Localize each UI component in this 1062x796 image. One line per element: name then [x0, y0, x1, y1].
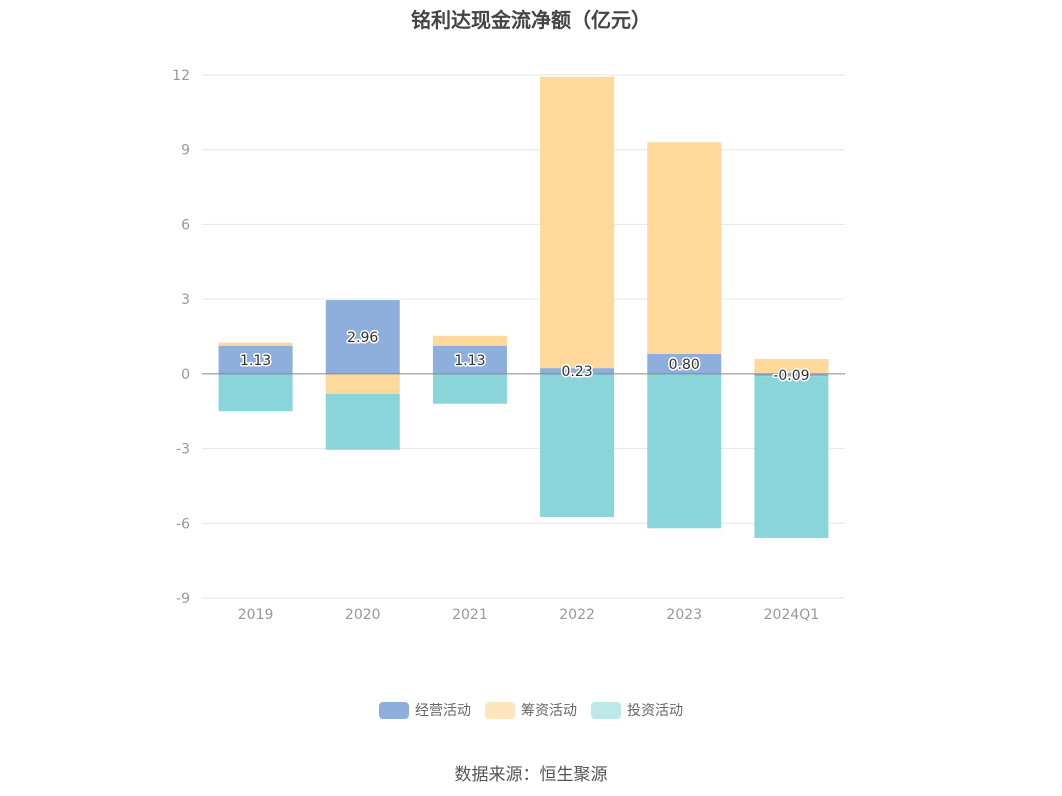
y-tick-label: -9	[176, 591, 190, 607]
data-label-operating-2023: 0.80	[669, 357, 700, 373]
data-source: 数据来源：恒生聚源	[454, 765, 608, 785]
legend-swatch-investing	[591, 701, 621, 719]
x-axis-ticks: 2019 2020 2021 2022 2023 2024Q1	[238, 607, 819, 623]
x-tick-label: 2021	[452, 607, 488, 623]
bar-operating-2021[interactable]	[432, 345, 507, 374]
y-tick-label: 0	[181, 367, 190, 383]
data-label-operating-2020: 2.96	[347, 330, 378, 346]
bar-operating-2019[interactable]	[218, 345, 293, 374]
bar-financing-2024Q1[interactable]	[754, 358, 829, 374]
bar-financing-2021[interactable]	[432, 335, 507, 346]
y-tick-label: 9	[181, 143, 190, 159]
legend-item-investing[interactable]: 投资活动	[591, 700, 683, 720]
x-tick-label: 2022	[559, 607, 595, 623]
bar-financing-2022[interactable]	[540, 76, 615, 369]
bar-financing-2020[interactable]	[325, 373, 400, 394]
bar-operating-2024Q1[interactable]	[754, 373, 829, 377]
legend: 经营活动 筹资活动 投资活动	[0, 700, 1062, 720]
legend-swatch-financing	[485, 701, 515, 719]
data-label-operating-2024Q1: -0.09	[773, 368, 809, 384]
y-tick-label: 3	[181, 292, 190, 308]
chart-title: 铭利达现金流净额（亿元）	[411, 8, 651, 32]
legend-label-financing: 筹资活动	[521, 703, 577, 719]
y-tick-label: 6	[181, 217, 190, 233]
legend-item-financing[interactable]: 筹资活动	[485, 700, 577, 720]
y-tick-label: 12	[172, 68, 190, 84]
y-tick-label: -3	[176, 442, 190, 458]
bar-operating-2020[interactable]	[325, 300, 400, 374]
data-label-operating-2022: 0.23	[561, 364, 592, 380]
bar-financing-2019[interactable]	[218, 342, 293, 346]
bar-operating-2023[interactable]	[647, 353, 722, 374]
data-labels: 1.13 2.96 1.13 0.23 0.80 -0.09	[238, 328, 811, 385]
x-tick-label: 2020	[345, 607, 381, 623]
legend-label-investing: 投资活动	[627, 703, 683, 719]
legend-label-operating: 经营活动	[415, 703, 471, 719]
bars	[218, 76, 829, 538]
x-tick-label: 2019	[238, 607, 274, 623]
bar-investing-2024Q1[interactable]	[754, 376, 829, 538]
bar-operating-2022[interactable]	[540, 368, 615, 374]
bar-investing-2021[interactable]	[432, 373, 507, 404]
bar-investing-2022[interactable]	[540, 373, 615, 518]
y-axis-ticks: -9 -6 -3 0 3 6 9 12	[172, 68, 190, 607]
bar-investing-2020[interactable]	[325, 393, 400, 450]
x-tick-label: 2024Q1	[764, 607, 820, 623]
x-tick-label: 2023	[666, 607, 702, 623]
data-label-operating-2019: 1.13	[240, 353, 271, 369]
y-tick-label: -6	[176, 516, 190, 532]
bar-investing-2023[interactable]	[647, 373, 722, 529]
data-label-operating-2021: 1.13	[454, 353, 485, 369]
grid-lines	[202, 74, 845, 599]
legend-item-operating[interactable]: 经营活动	[379, 700, 471, 720]
bar-investing-2019[interactable]	[218, 373, 293, 412]
legend-swatch-operating	[379, 701, 409, 719]
bar-financing-2023[interactable]	[647, 142, 722, 354]
